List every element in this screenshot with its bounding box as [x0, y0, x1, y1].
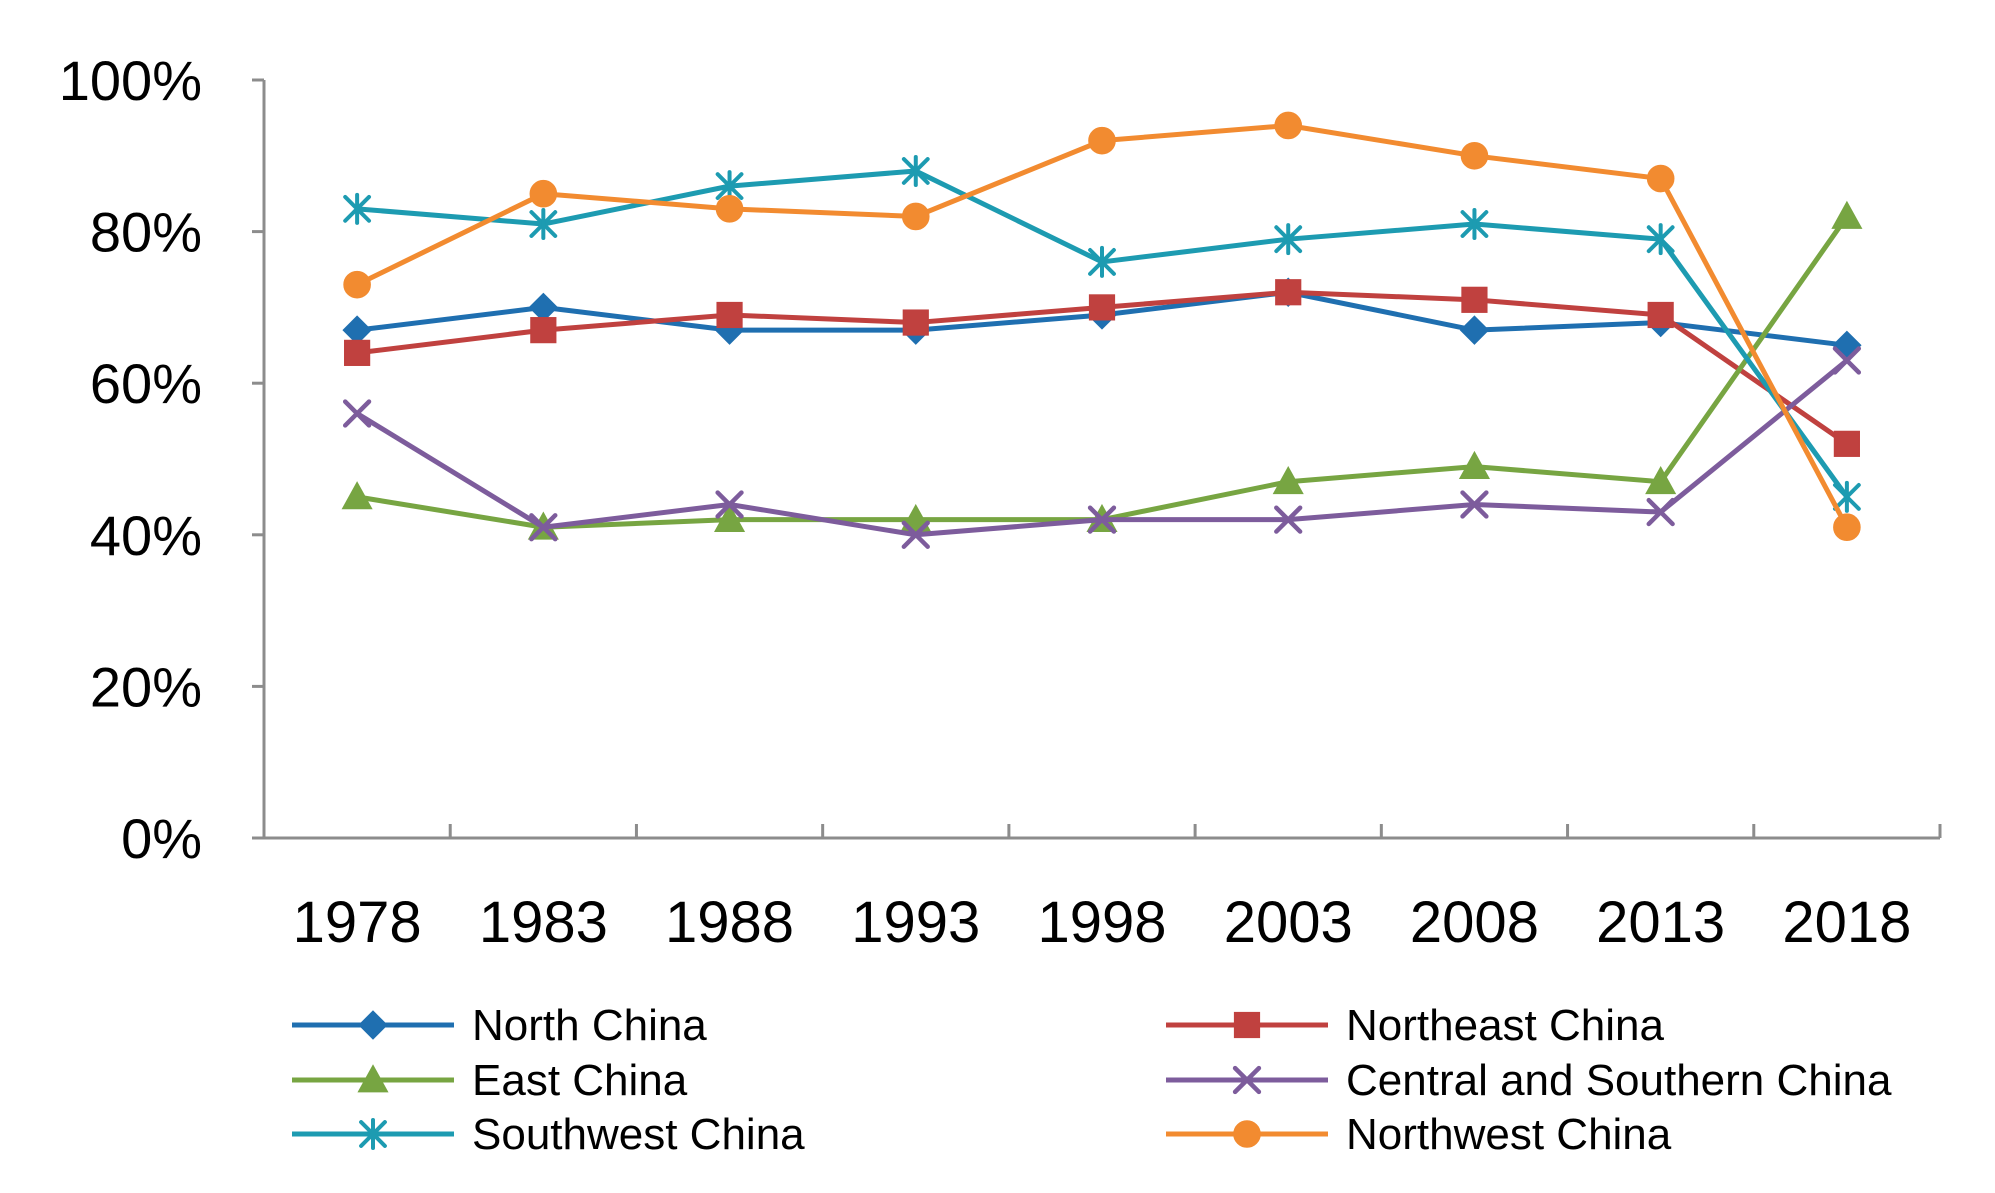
legend-marker [358, 1010, 388, 1040]
data-point-marker [1646, 497, 1675, 527]
legend-label: Central and Southern China [1346, 1056, 1892, 1105]
data-point-marker [342, 399, 372, 428]
data-point-marker [715, 490, 744, 519]
data-point-marker [715, 195, 744, 223]
series-northwest-china [343, 111, 1861, 542]
data-point-marker [1646, 223, 1675, 256]
x-tick-label: 2013 [1596, 890, 1725, 955]
x-tick-label: 2008 [1410, 890, 1539, 955]
legend-marker [357, 1064, 389, 1093]
x-tick-label: 1983 [479, 890, 608, 955]
legend-label: Southwest China [472, 1110, 805, 1159]
data-point-marker [1833, 513, 1861, 542]
data-point-marker [1088, 245, 1116, 278]
data-point-marker [1088, 126, 1116, 155]
data-point-marker [529, 179, 558, 208]
y-tick-label: 20% [90, 655, 202, 718]
data-point-marker [344, 339, 371, 366]
data-point-marker [902, 309, 929, 336]
data-point-marker [1274, 223, 1303, 256]
legend-item: Central and Southern China [1166, 1056, 1892, 1105]
legend-label: Northeast China [1346, 1001, 1664, 1050]
data-point-marker [1832, 480, 1861, 513]
data-point-marker [1274, 111, 1303, 140]
data-point-marker [1274, 505, 1303, 534]
data-point-marker [529, 513, 558, 542]
y-tick-label: 40% [90, 504, 202, 567]
data-point-marker [1461, 286, 1488, 313]
data-point-marker [716, 301, 743, 329]
legend: North China Northeast China East China Cent… [292, 1001, 1892, 1159]
data-point-marker [1460, 490, 1489, 519]
data-point-marker [343, 270, 371, 299]
x-tick-label: 2003 [1224, 890, 1353, 955]
data-point-marker [1088, 294, 1116, 321]
y-tick-label: 0% [121, 807, 202, 870]
data-point-marker [1087, 505, 1117, 534]
legend-item: North China [292, 1001, 707, 1050]
data-point-marker [529, 208, 558, 241]
x-tick-label: 1988 [665, 890, 794, 955]
legend-item: Southwest China [292, 1110, 805, 1159]
data-point-marker [1459, 315, 1490, 345]
data-point-marker [1831, 200, 1863, 229]
x-tick-label: 1978 [293, 890, 422, 955]
legend-marker [1233, 1120, 1261, 1148]
data-point-marker [1460, 208, 1489, 241]
data-point-marker [1275, 279, 1302, 306]
data-point-marker [343, 192, 372, 225]
legend-label: North China [472, 1001, 707, 1050]
legend-item: Northwest China [1166, 1110, 1672, 1159]
data-point-marker [714, 503, 746, 533]
data-point-marker [1460, 142, 1489, 170]
data-point-marker [901, 202, 930, 231]
legend-marker [1233, 1011, 1261, 1039]
data-point-marker [1645, 466, 1677, 495]
data-point-marker [1832, 330, 1862, 361]
legend-marker [1232, 1065, 1262, 1095]
legend-label: East China [472, 1056, 688, 1105]
series-northeast-china [344, 279, 1860, 457]
x-tick-label: 1998 [1037, 890, 1166, 955]
axes: 0% 20% 40% 60% 80% 100% 1978 1983 1988 1993 1998 20… [59, 49, 1942, 955]
legend-label: Northwest China [1346, 1110, 1672, 1159]
legend-item: Northeast China [1166, 1001, 1664, 1050]
series-central-and-southern-china [342, 346, 1862, 549]
data-point-marker [901, 154, 930, 187]
y-tick-label: 100% [59, 49, 202, 112]
data-point-marker [341, 481, 373, 510]
y-tick-label: 80% [90, 201, 202, 264]
data-point-marker [1647, 301, 1674, 329]
series-southwest-china [343, 154, 1861, 513]
data-point-marker [1833, 430, 1860, 457]
data-point-marker [1458, 450, 1490, 479]
data-point-marker [1646, 164, 1675, 193]
data-point-marker [1272, 466, 1304, 495]
y-tick-label: 60% [90, 352, 202, 415]
legend-item: East China [292, 1056, 688, 1105]
data-point-marker [530, 317, 557, 344]
x-tick-label: 2018 [1782, 890, 1911, 955]
data-point-marker [1832, 346, 1862, 375]
series-lines [341, 111, 1863, 549]
legend-marker [359, 1118, 387, 1150]
x-tick-label: 1993 [851, 890, 980, 955]
data-point-marker [901, 520, 930, 549]
series-line [354, 168, 1850, 500]
